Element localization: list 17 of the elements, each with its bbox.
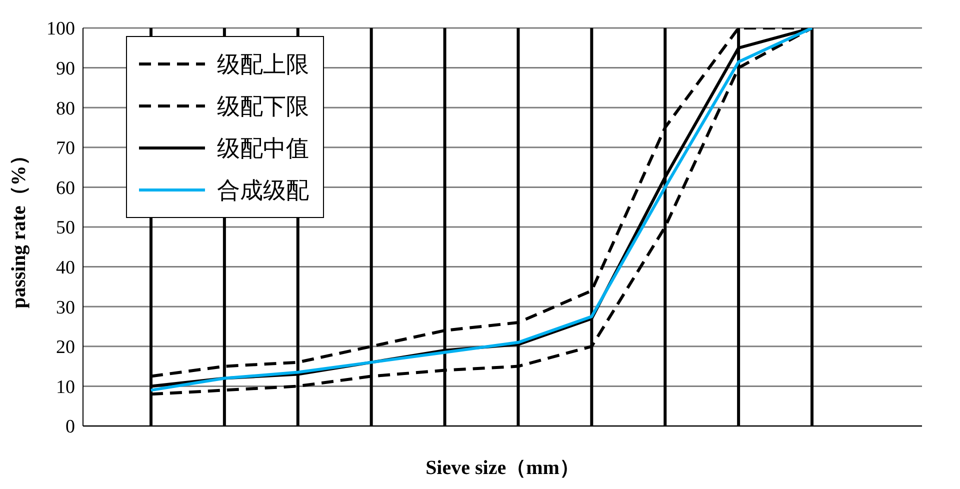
legend-label: 级配上限 (217, 50, 309, 78)
y-tick-label: 10 (56, 376, 75, 398)
y-tick-label: 30 (56, 297, 75, 318)
y-tick-label: 90 (56, 58, 75, 80)
legend-label: 合成级配 (217, 176, 309, 204)
y-tick-label: 80 (56, 98, 75, 120)
y-tick-label: 0 (66, 416, 75, 438)
legend-label: 级配中值 (217, 134, 309, 162)
y-tick-label: 60 (56, 178, 75, 199)
x-axis-title: Sieve size（mm） (426, 457, 580, 479)
y-axis-title: passing rate（%） (8, 146, 30, 308)
y-tick-label: 70 (56, 138, 75, 160)
y-tick-label: 40 (56, 258, 75, 279)
y-tick-label: 100 (46, 18, 75, 40)
y-tick-label: 50 (56, 218, 75, 239)
legend-label: 级配下限 (217, 92, 309, 120)
y-tick-label: 20 (56, 337, 75, 358)
